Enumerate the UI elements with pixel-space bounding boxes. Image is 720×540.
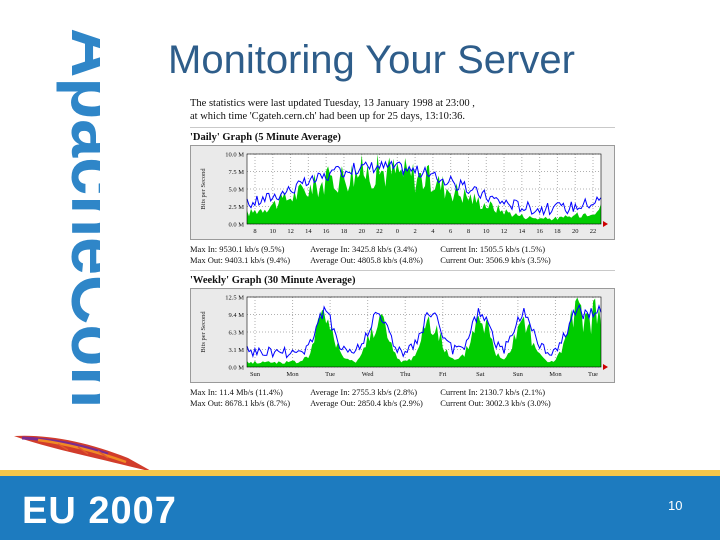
weekly-graph-title: 'Weekly' Graph (30 Minute Average) (190, 275, 356, 286)
x-tick-label: 2 (413, 228, 416, 235)
axis-arrow (603, 221, 608, 227)
x-tick-label: 8 (467, 228, 470, 235)
daily-max-in: Max In: 9530.1 kb/s (9.5%) (190, 244, 285, 254)
y-tick-label: 9.4 M (228, 312, 244, 319)
x-tick-label: 8 (253, 228, 256, 235)
weekly-max-in: Max In: 11.4 Mb/s (11.4%) (190, 387, 283, 397)
x-tick-label: Sat (476, 371, 485, 378)
mrtg-report: The statistics were last updated Tuesday… (190, 97, 615, 409)
x-tick-label: Tue (588, 371, 598, 378)
apache-feather-logo (14, 435, 153, 472)
event-label: EU 2007 (22, 490, 177, 532)
uptime-text: at which time 'Cgateh.cern.ch' had been … (190, 111, 465, 122)
daily-traffic-chart: Bits per Second 10.0 M 7.5 M 5.0 M 2.5 M 0.0 … (200, 152, 608, 235)
x-tick-label: 18 (341, 228, 348, 235)
x-tick-label: Tue (325, 371, 335, 378)
plot-frame (246, 296, 602, 368)
y-tick-label: 10.0 M (225, 152, 244, 159)
x-tick-label: 10 (270, 228, 277, 235)
y-tick-label: 6.3 M (228, 330, 244, 337)
weekly-graph: Bits per Second 12.5 M 9.4 M 6.3 M 3.1 M 0.0 … (190, 288, 615, 383)
x-tick-label: Mon (549, 371, 562, 378)
weekly-stats: Max In: 11.4 Mb/s (11.4%) Average In: 27… (190, 387, 615, 409)
x-tick-label: 0 (396, 228, 399, 235)
y-tick-label: 3.1 M (228, 347, 244, 354)
x-tick-label: Wed (362, 371, 374, 378)
x-tick-label: Mon (286, 371, 299, 378)
divider (190, 270, 615, 271)
x-tick-label: 4 (431, 228, 435, 235)
page-number: 10 (668, 498, 683, 513)
daily-avg-out: Average Out: 4805.8 kb/s (4.8%) (310, 255, 423, 265)
plot-frame (246, 153, 602, 225)
daily-avg-in: Average In: 3425.8 kb/s (3.4%) (310, 244, 418, 254)
x-tick-label: 16 (323, 228, 330, 235)
weekly-avg-out: Average Out: 2850.4 kb/s (2.9%) (310, 398, 423, 408)
x-tick-label: 14 (519, 228, 526, 235)
weekly-avg-in: Average In: 2755.3 kb/s (2.8%) (310, 387, 418, 397)
daily-max-out: Max Out: 9403.1 kb/s (9.4%) (190, 255, 291, 265)
last-updated-text: The statistics were last updated Tuesday… (190, 98, 475, 109)
weekly-max-out: Max Out: 8678.1 kb/s (8.7%) (190, 398, 291, 408)
incoming-traffic-area (247, 297, 601, 367)
weekly-cur-in: Current In: 2130.7 kb/s (2.1%) (440, 387, 546, 397)
weekly-cur-out: Current Out: 3002.3 kb/s (3.0%) (440, 398, 551, 408)
daily-graph: Bits per Second 10.0 M 7.5 M 5.0 M 2.5 M 0.0 … (190, 145, 615, 240)
apachecon-logo: ApacheCon (56, 28, 100, 408)
weekly-traffic-chart: Bits per Second 12.5 M 9.4 M 6.3 M 3.1 M 0.0 … (200, 295, 608, 378)
y-tick-label: 0.0 M (228, 365, 244, 372)
outgoing-traffic-line (246, 303, 602, 359)
divider (190, 127, 615, 128)
x-tick-label: Sun (250, 371, 261, 378)
axis-arrow (603, 364, 608, 370)
x-tick-label: 20 (358, 228, 365, 235)
apachecon-logo-text: ApacheCon (56, 28, 100, 408)
x-tick-label: 22 (376, 228, 383, 235)
x-tick-label: Thu (400, 371, 411, 378)
x-tick-label: 12 (287, 228, 294, 235)
daily-stats: Max In: 9530.1 kb/s (9.5%) Average In: 3… (190, 244, 615, 266)
outgoing-traffic-line (246, 160, 602, 217)
daily-cur-out: Current Out: 3506.9 kb/s (3.5%) (440, 255, 551, 265)
y-tick-label: 12.5 M (225, 295, 244, 302)
y-tick-label: 7.5 M (228, 169, 244, 176)
x-tick-label: 6 (449, 228, 453, 235)
y-axis-label: Bits per Second (200, 311, 207, 353)
slide-title: Monitoring Your Server (168, 38, 575, 82)
y-tick-label: 2.5 M (228, 204, 244, 211)
y-tick-label: 0.0 M (228, 222, 244, 229)
incoming-traffic-area (247, 154, 601, 224)
x-tick-label: 16 (536, 228, 543, 235)
x-tick-label: Sun (513, 371, 524, 378)
x-tick-label: 18 (554, 228, 561, 235)
footer-accent-stripe (0, 470, 720, 476)
slide-footer: EU 2007 10 (0, 470, 720, 540)
daily-cur-in: Current In: 1505.5 kb/s (1.5%) (440, 244, 546, 254)
x-tick-label: 20 (572, 228, 579, 235)
x-tick-label: Fri (439, 371, 447, 378)
x-tick-label: 14 (305, 228, 312, 235)
x-tick-label: 22 (590, 228, 597, 235)
y-tick-label: 5.0 M (228, 187, 244, 194)
daily-graph-title: 'Daily' Graph (5 Minute Average) (190, 132, 341, 143)
y-axis-label: Bits per Second (200, 168, 207, 210)
x-tick-label: 10 (483, 228, 490, 235)
x-tick-label: 12 (501, 228, 508, 235)
